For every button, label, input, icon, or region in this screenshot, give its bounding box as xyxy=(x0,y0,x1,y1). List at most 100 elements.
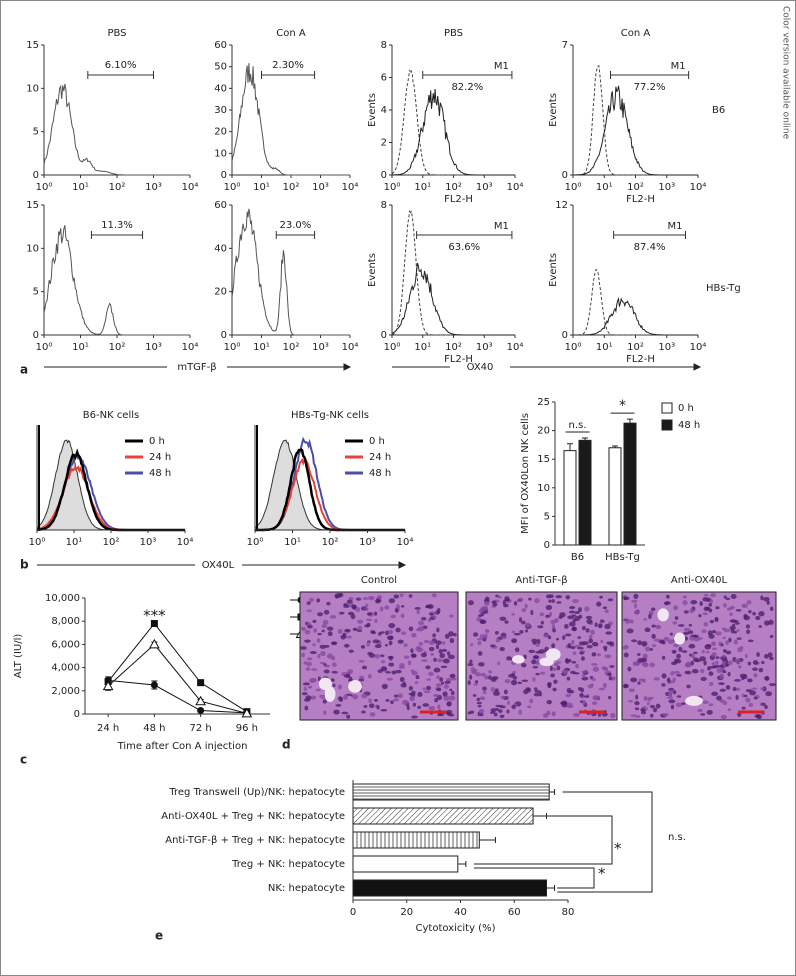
cell xyxy=(326,601,331,606)
cell xyxy=(436,687,442,692)
gate xyxy=(261,71,316,79)
cell xyxy=(569,645,576,650)
y-tick-label: 2,000 xyxy=(51,686,80,697)
cell xyxy=(708,603,713,607)
cell xyxy=(578,614,583,619)
y-tick-label: 25 xyxy=(537,397,550,408)
cell xyxy=(335,703,342,707)
y-label: MFI of OX40Lon NK cells xyxy=(520,413,531,534)
cell xyxy=(426,678,431,681)
cell xyxy=(747,678,753,683)
cell xyxy=(473,683,479,686)
cell xyxy=(432,633,436,638)
cell xyxy=(534,687,538,691)
hist-curve xyxy=(391,262,515,336)
x-tick-label: 10² xyxy=(445,342,462,353)
cell xyxy=(741,706,746,710)
cell xyxy=(711,691,718,697)
cell xyxy=(511,704,516,710)
cell xyxy=(553,662,559,667)
cell xyxy=(580,687,585,693)
cell xyxy=(581,673,586,677)
cell xyxy=(643,662,649,668)
cell xyxy=(409,695,415,702)
cell xyxy=(715,656,720,660)
cell xyxy=(583,695,590,698)
cell xyxy=(764,653,769,659)
cell xyxy=(675,702,682,708)
cell xyxy=(525,629,529,633)
cell xyxy=(503,603,509,608)
cell xyxy=(708,608,713,613)
cell xyxy=(504,620,509,624)
cell xyxy=(670,704,675,710)
marker xyxy=(241,707,253,718)
cell xyxy=(741,676,745,681)
x-tick-label: 10² xyxy=(322,537,339,548)
cell xyxy=(596,653,601,657)
cell xyxy=(686,684,691,689)
cell xyxy=(670,671,675,676)
cell xyxy=(335,595,339,599)
cell xyxy=(666,677,671,683)
x-tick-label: 10³ xyxy=(145,182,162,193)
cell xyxy=(374,698,378,702)
cell xyxy=(725,597,731,601)
cell xyxy=(722,654,726,658)
cell xyxy=(611,676,616,681)
cell xyxy=(330,678,335,682)
x-tick-label: 10³ xyxy=(145,342,162,353)
cell xyxy=(649,662,656,668)
cell xyxy=(467,600,474,606)
cell xyxy=(654,624,661,628)
y-tick-label: 10 xyxy=(26,83,39,94)
cell xyxy=(736,629,740,632)
cell xyxy=(729,605,735,610)
vessel xyxy=(324,686,336,702)
cell xyxy=(712,647,718,651)
cell xyxy=(566,676,571,681)
cell xyxy=(585,628,590,633)
cell xyxy=(715,660,719,665)
cell xyxy=(525,622,531,628)
cell xyxy=(767,652,773,658)
cell xyxy=(682,599,688,606)
cell xyxy=(388,656,393,661)
cell xyxy=(352,627,358,631)
cell xyxy=(651,633,656,639)
cell xyxy=(730,628,735,634)
cell xyxy=(747,661,752,666)
cell xyxy=(435,640,442,646)
cell xyxy=(624,618,631,624)
error-bar xyxy=(567,443,573,451)
y-tick-label: Treg Transwell (Up)/NK: hepatocyte xyxy=(168,787,345,798)
cell xyxy=(550,673,555,678)
cell xyxy=(735,609,742,612)
y-tick-label: Anti-TGF-β + Treg + NK: hepatocyte xyxy=(165,835,345,846)
cell xyxy=(432,615,437,619)
cell xyxy=(663,601,669,606)
cell xyxy=(375,598,381,604)
cell xyxy=(329,615,337,619)
cell xyxy=(603,666,609,671)
gate-label: 87.4% xyxy=(634,242,666,253)
cell xyxy=(407,660,412,666)
cell xyxy=(581,656,585,661)
cell xyxy=(673,605,679,611)
cell xyxy=(425,604,433,609)
cell xyxy=(400,683,407,688)
isotype-curve xyxy=(573,268,698,336)
cell xyxy=(732,687,737,691)
hist-curve xyxy=(231,63,350,176)
y-tick-label: 6,000 xyxy=(51,639,80,650)
cell xyxy=(436,675,440,680)
cell xyxy=(715,606,720,610)
cell xyxy=(316,638,321,643)
x-tick-label: 96 h xyxy=(236,723,258,734)
y-tick-label: 0 xyxy=(381,330,387,341)
cell xyxy=(566,702,573,708)
cell xyxy=(683,627,691,632)
cell xyxy=(372,639,380,644)
cell xyxy=(527,705,532,709)
cell xyxy=(645,646,651,652)
